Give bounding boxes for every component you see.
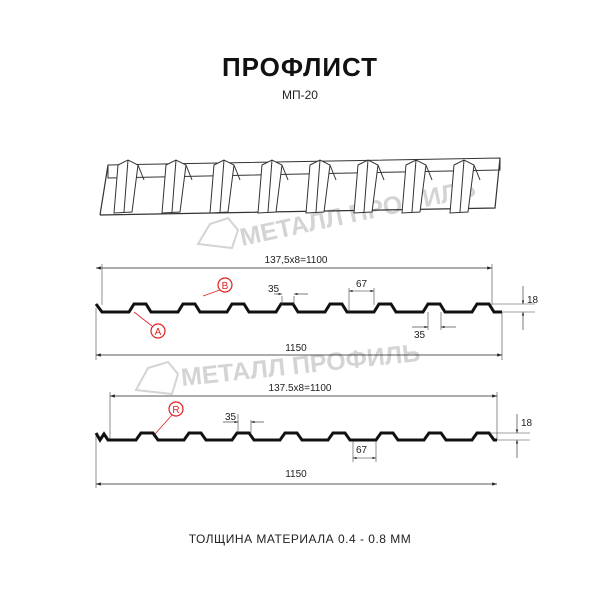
profile-b: 137.5x8=1100 1150 R 35 67 18 (94, 383, 533, 488)
sheet-rib-edge (219, 159, 225, 213)
marker-b (217, 277, 233, 293)
sheet-rib-edge (329, 164, 337, 181)
svg-text:35: 35 (414, 330, 426, 341)
svg-text:35: 35 (268, 284, 280, 295)
sheet-rib-edge (377, 164, 385, 181)
sheet-3d-view (99, 157, 501, 216)
svg-text:18: 18 (527, 295, 539, 306)
sheet-rib-edge (233, 164, 241, 181)
sheet-rib-edge (267, 159, 273, 213)
svg-text:A: A (155, 327, 162, 338)
svg-text:1150: 1150 (285, 469, 307, 480)
profile-a-width-label: 1150 (285, 343, 307, 354)
sheet-rib-edge (459, 159, 465, 213)
profile-b-line (94, 431, 497, 443)
marker-a (150, 323, 166, 339)
sheet-rib-edge (315, 159, 321, 213)
sheet-rib-edge (281, 164, 289, 181)
sheet-rib-edge (363, 159, 369, 213)
sheet-rib-edge (425, 164, 433, 181)
page-title: ПРОФЛИСТ (221, 52, 379, 82)
material-thickness-note: ТОЛЩИНА МАТЕРИАЛА 0.4 - 0.8 ММ (188, 532, 412, 546)
watermark-1: МЕТАЛЛ ПРОФИЛЬ (196, 175, 478, 252)
svg-text:B: B (222, 281, 229, 292)
svg-text:18: 18 (521, 418, 533, 429)
svg-text:35: 35 (225, 412, 237, 423)
sheet-rib-edge (171, 159, 177, 213)
sheet-outline (99, 157, 501, 216)
sheet-rib-edge (123, 159, 129, 213)
sheet-rib-edge (185, 164, 193, 181)
sheet-rib-edge (411, 159, 417, 213)
svg-text:67: 67 (356, 279, 368, 290)
sheet-rib-edge (473, 164, 481, 181)
profile-a: 137,5x8=1100 1150 35 67 35 18 B A (94, 255, 539, 360)
marker-r (168, 401, 184, 417)
sheet-rib-edge (137, 164, 145, 181)
svg-text:R: R (172, 405, 179, 416)
profile-a-pitch-label: 137,5x8=1100 (265, 255, 328, 266)
profile-b-pitch-label: 137.5x8=1100 (269, 383, 332, 394)
profile-a-line (94, 302, 502, 314)
model-label: МП-20 (282, 88, 318, 102)
svg-text:67: 67 (356, 445, 368, 456)
